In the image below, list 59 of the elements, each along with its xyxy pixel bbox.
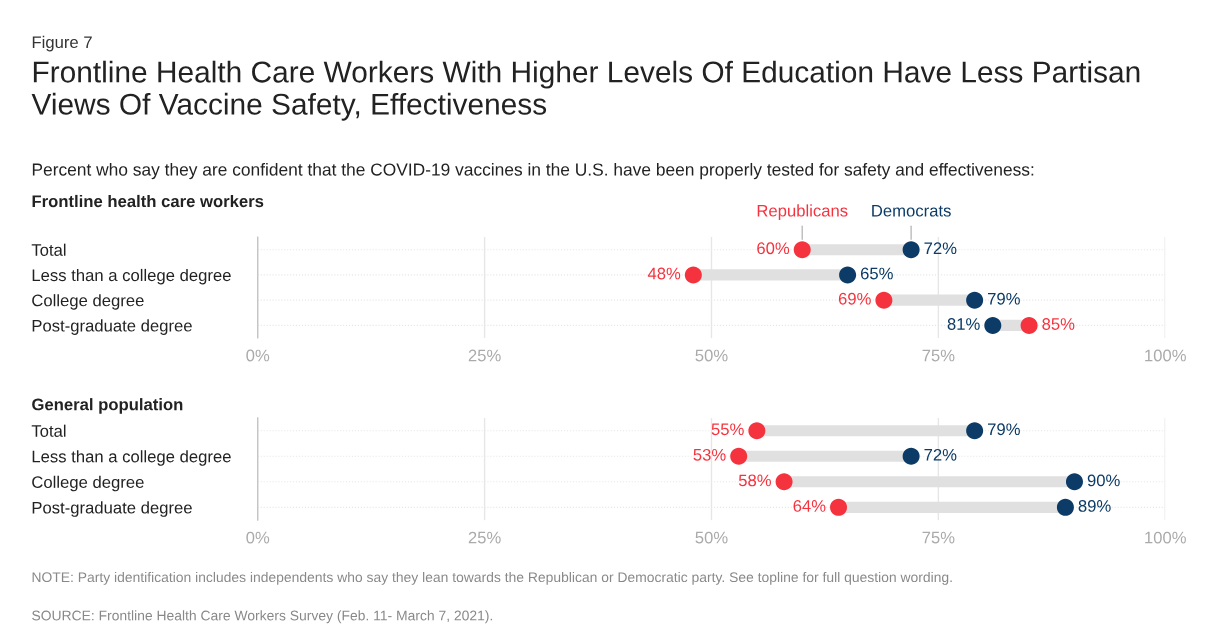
- y-tick-label: Less than a college degree: [32, 450, 231, 466]
- x-tick-label: 50%: [695, 531, 728, 544]
- chart-subtitle: Percent who say they are confident that the COVID-19 vaccines in the U.S. have been properly tested for safety and effectiveness:: [32, 162, 1034, 180]
- x-tick-label: 100%: [1145, 531, 1186, 544]
- point: [984, 316, 1002, 334]
- point: [793, 241, 811, 259]
- x-tick-label: 75%: [922, 531, 955, 544]
- data-label: 69%: [838, 292, 871, 305]
- point: [730, 447, 748, 465]
- data-label: 72%: [924, 242, 957, 255]
- point: [875, 291, 893, 309]
- x-tick-label: 50%: [695, 349, 728, 362]
- point: [966, 422, 984, 440]
- point: [966, 291, 984, 309]
- data-label: 90%: [1087, 474, 1120, 487]
- text: General population: [32, 398, 183, 414]
- text: NOTE: Party identification includes independents who say they lean towards the Republican or Democratic party. See topline for full question wording.: [32, 571, 952, 585]
- y-tick-label: College degree: [32, 475, 144, 492]
- data-label: 85%: [1042, 318, 1075, 330]
- data-label: 65%: [860, 267, 893, 280]
- point: [1020, 316, 1038, 334]
- x-tick-label: 25%: [468, 349, 501, 362]
- point: [1065, 473, 1083, 491]
- text: Frontline health care workers: [32, 194, 264, 208]
- data-label: 53%: [693, 448, 726, 461]
- y-tick-label: Less than a college degree: [32, 268, 231, 285]
- series-label: Republicans: [757, 204, 848, 220]
- point: [775, 473, 793, 491]
- y-tick-label: Total: [31, 243, 66, 256]
- y-tick-label: College degree: [32, 294, 144, 310]
- y-tick-label: Total: [31, 424, 66, 437]
- x-tick-label: 0%: [246, 349, 270, 362]
- point: [1056, 498, 1074, 516]
- data-label: 64%: [793, 500, 826, 512]
- point: [830, 498, 848, 516]
- x-tick-label: 100%: [1145, 349, 1186, 362]
- chart-title: Frontline Health Care Workers With Higher Levels Of Education Have Less Partisan Views Of Vaccine Safety, Effectiveness: [31, 60, 1140, 121]
- x-tick-label: 75%: [922, 349, 955, 362]
- source-note: SOURCE: Frontline Health Care Workers Survey (Feb. 11- March 7, 2021).: [32, 610, 493, 624]
- point: [839, 266, 857, 284]
- data-label: 55%: [711, 423, 744, 436]
- data-label: 81%: [947, 318, 980, 330]
- series-label: Democrats: [872, 204, 951, 217]
- point: [902, 241, 920, 259]
- point: [902, 447, 920, 465]
- x-tick-label: 25%: [468, 531, 501, 544]
- point: [684, 266, 702, 284]
- data-label: 72%: [924, 448, 957, 461]
- data-label: 79%: [988, 423, 1020, 436]
- data-label: 79%: [988, 292, 1020, 305]
- data-label: 48%: [647, 267, 681, 280]
- point: [748, 422, 766, 440]
- data-label: 60%: [757, 242, 790, 255]
- data-label: 58%: [738, 474, 771, 487]
- data-label: 89%: [1078, 500, 1111, 512]
- y-tick-label: Post-graduate degree: [32, 501, 192, 517]
- y-tick-label: Post-graduate degree: [32, 319, 192, 335]
- caption: Figure 7: [32, 35, 92, 52]
- x-tick-label: 0%: [246, 531, 270, 544]
